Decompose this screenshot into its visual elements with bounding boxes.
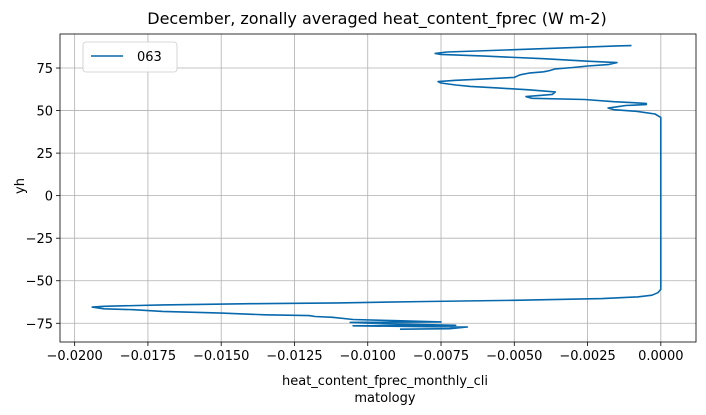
y-tick-label: 0 bbox=[45, 190, 53, 205]
x-tick-label: −0.0150 bbox=[193, 349, 249, 364]
x-tick-label: −0.0100 bbox=[340, 349, 396, 364]
x-axis-label-line-2: matology bbox=[354, 391, 415, 406]
x-tick-label: 0.0000 bbox=[638, 349, 684, 364]
legend-entry-063: 063 bbox=[137, 50, 162, 65]
series-line-063 bbox=[91, 44, 662, 330]
x-tick-label: −0.0025 bbox=[559, 349, 615, 364]
x-tick-label: −0.0050 bbox=[486, 349, 542, 364]
y-axis: −75 −50 −25 0 25 50 75 bbox=[26, 62, 60, 332]
grid bbox=[60, 34, 696, 342]
y-tick-label: 50 bbox=[36, 105, 53, 120]
y-tick-label: 75 bbox=[36, 62, 53, 77]
x-tick-label: −0.0200 bbox=[46, 349, 102, 364]
legend: 063 bbox=[82, 41, 178, 73]
y-tick-label: −75 bbox=[26, 317, 53, 332]
plot-frame bbox=[59, 33, 697, 343]
series-layer bbox=[91, 44, 662, 330]
y-axis-label: yh bbox=[13, 178, 28, 194]
legend-box bbox=[82, 41, 178, 73]
chart-title: December, zonally averaged heat_content_… bbox=[147, 9, 606, 29]
x-tick-label: −0.0125 bbox=[266, 349, 322, 364]
y-tick-label: −50 bbox=[26, 275, 53, 290]
x-axis: −0.0200 −0.0175 −0.0150 −0.0125 −0.0100 −0.00… bbox=[46, 342, 684, 364]
y-tick-label: −25 bbox=[26, 232, 53, 247]
x-tick-label: −0.0175 bbox=[120, 349, 176, 364]
y-tick-label: 25 bbox=[36, 147, 53, 162]
x-tick-label: −0.0075 bbox=[413, 349, 469, 364]
x-axis-label-line-1: heat_content_fprec_monthly_cli bbox=[282, 374, 488, 389]
